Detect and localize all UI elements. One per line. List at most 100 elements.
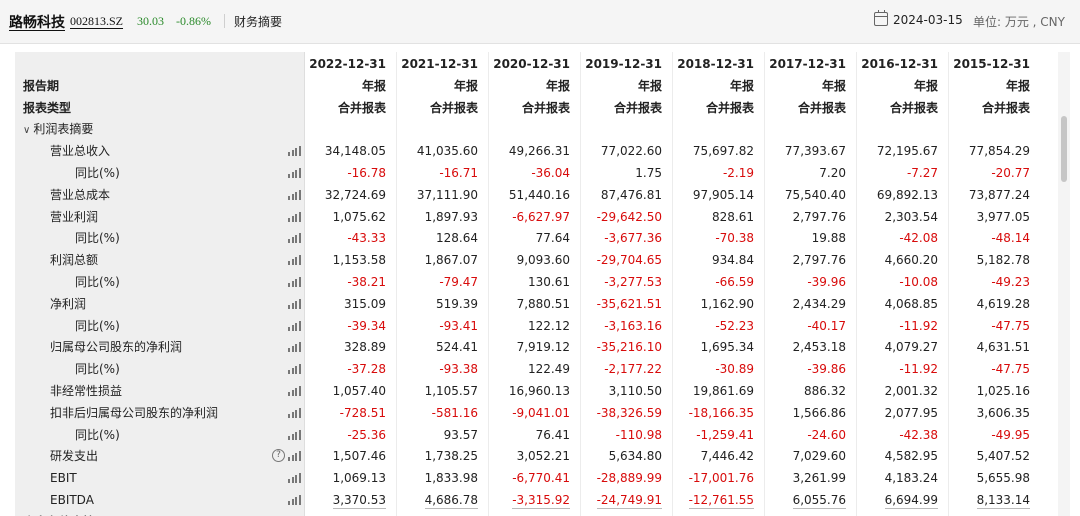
table-row: 同比(%) -38.21 -79.47 130.61 -3,277.53 -66.59 -3… bbox=[15, 271, 1047, 293]
cell-value: 年报 bbox=[821, 78, 846, 93]
table-cell: 72,195.67 bbox=[856, 140, 948, 162]
cell-value: -3,315.92 bbox=[512, 493, 570, 509]
cell-value: 75,540.40 bbox=[784, 187, 846, 202]
cell-value: 6,055.76 bbox=[792, 493, 846, 509]
bar-chart-icon[interactable] bbox=[288, 168, 301, 178]
calendar-icon[interactable] bbox=[874, 10, 888, 26]
cell-value: -16.71 bbox=[439, 166, 478, 180]
bar-chart-icon[interactable] bbox=[288, 364, 301, 375]
bar-chart-icon[interactable] bbox=[288, 320, 301, 331]
question-mark-icon[interactable]: ? bbox=[272, 449, 285, 463]
bar-chart-icon[interactable] bbox=[288, 495, 301, 505]
table-cell: 2,797.76 bbox=[764, 206, 856, 228]
table-cell: -37.28 bbox=[304, 358, 396, 380]
cell-value: -39.86 bbox=[807, 362, 846, 377]
table-cell: 2021-12-31 bbox=[396, 53, 488, 75]
table-cell: 3,261.99 bbox=[764, 467, 856, 489]
cell-value: 16,960.13 bbox=[508, 384, 570, 398]
cell-value: 1,105.57 bbox=[424, 384, 478, 398]
cell-value: 7,446.42 bbox=[700, 449, 754, 464]
bar-chart-icon[interactable] bbox=[288, 407, 301, 418]
cell-value: -39.96 bbox=[807, 275, 846, 289]
table-row: 同比(%) -16.78 -16.71 -36.04 1.75 -2.19 7.20 -7.2… bbox=[15, 162, 1047, 184]
cell-value: -30.89 bbox=[715, 362, 754, 377]
table-cell: 1,867.07 bbox=[396, 249, 488, 271]
cell-value: 年报 bbox=[729, 78, 754, 93]
table-cell: 合并报表 bbox=[856, 97, 948, 119]
cell-value: -16.78 bbox=[347, 166, 386, 180]
chevron-down-icon[interactable]: ∨ bbox=[23, 125, 31, 137]
table-cell: -47.75 bbox=[948, 358, 1040, 380]
cell-value: 合并报表 bbox=[613, 100, 662, 115]
table-cell: 合并报表 bbox=[764, 97, 856, 119]
group-title-row[interactable]: ∨ 利润表摘要 bbox=[15, 118, 1047, 140]
bar-chart-icon[interactable] bbox=[288, 429, 301, 440]
cell-value: 4,068.85 bbox=[884, 296, 938, 311]
table-cell: 49,266.31 bbox=[488, 140, 580, 162]
report-date[interactable]: 2024-03-15 bbox=[893, 13, 963, 27]
table-cell: 4,582.95 bbox=[856, 445, 948, 467]
table-cell: 87,476.81 bbox=[580, 184, 672, 206]
table-cell: -93.41 bbox=[396, 315, 488, 337]
table-row: 扣非后归属母公司股东的净利润 -728.51 -581.16 -9,041.01 -38… bbox=[15, 402, 1047, 424]
group-title[interactable]: ∨ 利润表摘要 bbox=[15, 118, 304, 140]
cell-value: 122.49 bbox=[528, 362, 570, 377]
cell-value: -42.38 bbox=[899, 427, 938, 442]
cell-value: 5,407.52 bbox=[976, 449, 1030, 464]
cell-value: 1,897.93 bbox=[424, 209, 478, 224]
row-icons bbox=[265, 206, 301, 228]
cell-value: 9,093.60 bbox=[516, 253, 570, 268]
bar-chart-icon[interactable] bbox=[288, 451, 301, 462]
cell-value: 5,182.78 bbox=[976, 253, 1030, 268]
cell-value: 2,303.54 bbox=[884, 209, 938, 224]
column-divider bbox=[764, 52, 765, 516]
table-cell: -3,677.36 bbox=[580, 227, 672, 249]
cell-value: -24.60 bbox=[807, 427, 846, 442]
row-label: 报告期 bbox=[23, 78, 60, 93]
table-cell: 4,079.27 bbox=[856, 336, 948, 358]
cell-value: 2,077.95 bbox=[884, 405, 938, 420]
cell-value: 2020-12-31 bbox=[493, 57, 570, 71]
cell-value: 2017-12-31 bbox=[769, 57, 846, 71]
bar-chart-icon[interactable] bbox=[288, 255, 301, 266]
bar-chart-icon[interactable] bbox=[288, 277, 301, 287]
cell-value: 4,686.78 bbox=[424, 493, 478, 509]
cell-value: -728.51 bbox=[339, 405, 386, 420]
cell-value: 328.89 bbox=[344, 340, 386, 355]
bar-chart-icon[interactable] bbox=[288, 386, 301, 396]
table-cell: 34,148.05 bbox=[304, 140, 396, 162]
row-label: 同比(%) bbox=[75, 427, 120, 442]
next-group-title-row: 资产负债表摘要 bbox=[15, 511, 1047, 516]
cell-value: 34,148.05 bbox=[324, 144, 386, 159]
cell-value: 1,057.40 bbox=[332, 384, 386, 398]
table-cell: 2016-12-31 bbox=[856, 53, 948, 75]
stock-name[interactable]: 路畅科技 bbox=[9, 15, 65, 31]
cell-value: 77,022.60 bbox=[600, 144, 662, 159]
header-bar: 路畅科技 002813.SZ 30.03 -0.86% 财务摘要 2024-03… bbox=[0, 0, 1080, 44]
bar-chart-icon[interactable] bbox=[288, 211, 301, 222]
bar-chart-icon[interactable] bbox=[288, 298, 301, 309]
scrollbar-thumb[interactable] bbox=[1061, 116, 1067, 182]
cell-value: -35,621.51 bbox=[596, 296, 662, 311]
stock-code[interactable]: 002813.SZ bbox=[70, 14, 124, 28]
cell-value: -3,163.16 bbox=[604, 318, 662, 333]
row-icons bbox=[265, 249, 301, 271]
bar-chart-icon[interactable] bbox=[288, 233, 301, 244]
cell-value: 315.09 bbox=[344, 296, 386, 311]
bar-chart-icon[interactable] bbox=[288, 189, 301, 200]
cell-value: -6,627.97 bbox=[512, 209, 570, 224]
bar-chart-icon[interactable] bbox=[288, 342, 301, 353]
cell-value: -110.98 bbox=[615, 427, 662, 442]
cell-value: 3,606.35 bbox=[976, 405, 1030, 420]
table-cell: -47.75 bbox=[948, 315, 1040, 337]
cell-value: 77,393.67 bbox=[784, 144, 846, 159]
cell-value: 1,025.16 bbox=[976, 384, 1030, 398]
bar-chart-icon[interactable] bbox=[288, 146, 301, 157]
cell-value: 524.41 bbox=[436, 340, 478, 355]
bar-chart-icon[interactable] bbox=[288, 473, 301, 484]
cell-value: -17,001.76 bbox=[688, 471, 754, 486]
table-cell: 37,111.90 bbox=[396, 184, 488, 206]
cell-value: 97,905.14 bbox=[692, 187, 754, 202]
table-cell: -9,041.01 bbox=[488, 402, 580, 424]
table-cell: 77,854.29 bbox=[948, 140, 1040, 162]
